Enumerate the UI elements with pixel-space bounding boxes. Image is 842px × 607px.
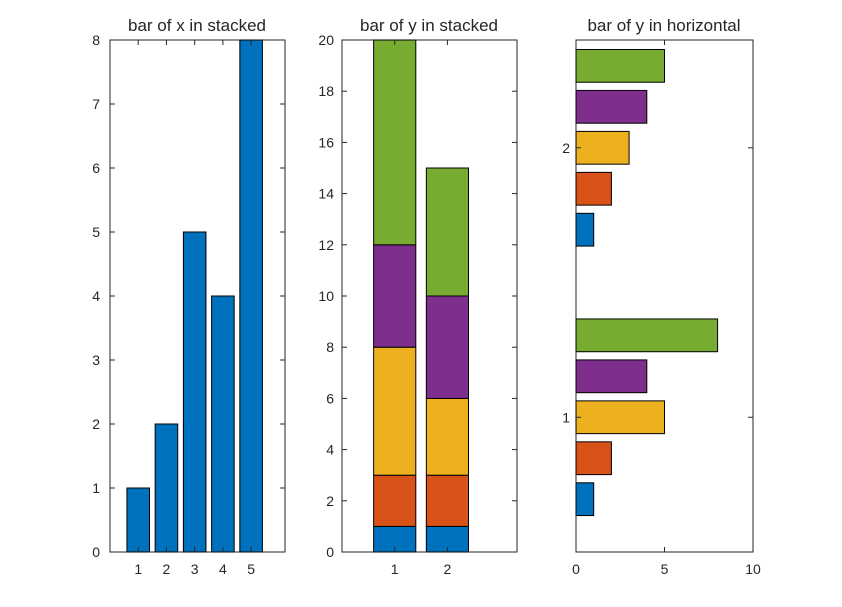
bar	[126, 487, 151, 553]
y-tick-label: 0	[326, 544, 334, 560]
y-tick-label: 2	[562, 140, 570, 156]
bar	[211, 295, 235, 553]
y-tick-label: 8	[326, 339, 334, 355]
y-tick-label: 8	[92, 32, 100, 48]
stacked-bar-segment	[373, 474, 417, 527]
stacked-bar-segment	[425, 397, 470, 476]
y-tick-label: 10	[318, 288, 334, 304]
y-tick-label: 16	[318, 134, 334, 150]
horizontal-bar	[575, 48, 665, 83]
subplot-3: 1 2 0 5 10 bar of y in horizontal	[562, 16, 761, 577]
x-tick-label: 4	[219, 561, 227, 577]
x-tick-label: 2	[444, 561, 452, 577]
stacked-bar-segment	[373, 346, 417, 476]
x-tick-label: 5	[247, 561, 255, 577]
stacked-bar-segment	[425, 167, 470, 297]
chart-title: bar of y in stacked	[360, 16, 498, 35]
chart-title: bar of y in horizontal	[587, 16, 740, 35]
stacked-bar-segment	[373, 39, 417, 246]
y-tick-label: 5	[92, 224, 100, 240]
horizontal-bar	[575, 441, 612, 476]
horizontal-bar	[575, 359, 648, 394]
y-tick-label: 3	[92, 352, 100, 368]
y-tick-label: 1	[562, 409, 570, 425]
y-tick-label: 2	[92, 416, 100, 432]
x-tick-label: 0	[572, 561, 580, 577]
y-tick-label: 12	[318, 237, 334, 253]
x-tick-label: 1	[134, 561, 142, 577]
y-tick-label: 7	[92, 96, 100, 112]
horizontal-bar	[575, 171, 612, 206]
horizontal-bar	[575, 400, 665, 435]
y-tick-label: 20	[318, 32, 334, 48]
x-tick-label: 1	[391, 561, 399, 577]
horizontal-bar	[575, 482, 595, 517]
y-tick-label: 0	[92, 544, 100, 560]
y-tick-label: 6	[326, 390, 334, 406]
horizontal-bar	[575, 318, 719, 353]
horizontal-bar	[575, 89, 648, 124]
y-tick-label: 14	[318, 186, 334, 202]
stacked-bar-segment	[425, 474, 470, 527]
subplot-1: 1 2 3 4 5 0 1 2 3 4 5 6 7 8 bar of x in stacked	[92, 16, 286, 577]
bar	[154, 423, 179, 553]
chart-title: bar of x in stacked	[128, 16, 266, 35]
stacked-bar-segment	[425, 295, 470, 399]
bar	[182, 231, 207, 553]
y-tick-label: 6	[92, 160, 100, 176]
stacked-bar-segment	[373, 244, 417, 348]
horizontal-bar	[575, 212, 595, 247]
y-tick-label: 4	[326, 442, 334, 458]
x-tick-label: 3	[191, 561, 199, 577]
x-tick-label: 2	[163, 561, 171, 577]
x-tick-label: 5	[661, 561, 669, 577]
horizontal-bar	[575, 130, 630, 165]
y-tick-label: 4	[92, 288, 100, 304]
x-tick-label: 10	[745, 561, 761, 577]
y-tick-label: 1	[92, 480, 100, 496]
bar	[239, 39, 263, 553]
y-tick-label: 18	[318, 83, 334, 99]
y-tick-label: 2	[326, 493, 334, 509]
